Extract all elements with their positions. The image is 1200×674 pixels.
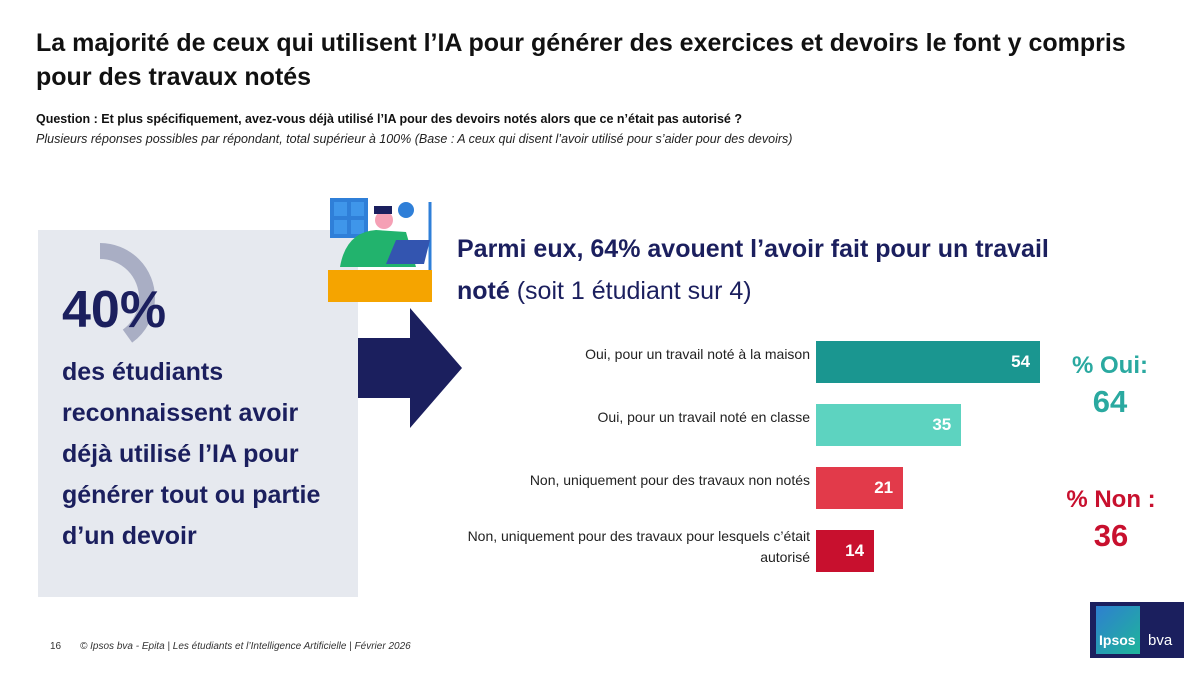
bar-value-label: 35 — [932, 415, 952, 434]
bar-label: Oui, pour un travail noté en classe — [597, 409, 810, 425]
bar-value-label: 54 — [1011, 352, 1031, 371]
question-text: Question : Et plus spécifiquement, avez-… — [36, 112, 742, 126]
non-label: % Non : — [1066, 486, 1156, 513]
student-laptop-illustration — [328, 198, 432, 302]
headline-bold: Parmi eux, 64% avouent l’avoir fait pour… — [457, 235, 1049, 305]
bar: 54 — [816, 341, 1041, 383]
oui-value: 64 — [1092, 384, 1128, 419]
chart-headline: Parmi eux, 64% avouent l’avoir fait pour… — [457, 228, 1057, 312]
base-note: Plusieurs réponses possibles par réponda… — [36, 132, 793, 146]
ipsos-bva-logo: Ipsos bva — [1090, 602, 1184, 658]
stat-panel — [38, 230, 358, 597]
ipsos-text: Ipsos — [1099, 632, 1136, 648]
oui-label: % Oui: — [1072, 352, 1148, 379]
footer-text: © Ipsos bva - Epita | Les étudiants et l… — [80, 641, 411, 652]
bar-label: Non, uniquement pour des travaux non not… — [529, 472, 810, 488]
bar: 35 — [816, 404, 962, 446]
page-number: 16 — [50, 641, 62, 652]
donut-gauge — [45, 243, 155, 353]
bar: 21 — [816, 467, 904, 509]
bar-value-label: 21 — [874, 478, 894, 497]
non-value: 36 — [1093, 518, 1129, 553]
oui-kpi: % Oui: 64 — [1060, 352, 1160, 420]
non-kpi: % Non : 36 — [1056, 486, 1166, 554]
stat-text: des étudiants reconnaissent avoir déjà u… — [62, 358, 321, 550]
donut-arc — [45, 243, 155, 353]
bar-label: Oui, pour un travail noté à la maison — [585, 346, 810, 362]
bar: 14 — [816, 530, 875, 572]
bar-value-label: 14 — [845, 541, 865, 560]
page-title: La majorité de ceux qui utilisent l’IA p… — [36, 29, 1126, 91]
stat-value: 40% — [62, 281, 167, 339]
bar-label: Non, uniquement pour des travaux pour le… — [467, 528, 810, 565]
bva-text: bva — [1148, 632, 1173, 649]
arrow-icon — [358, 308, 462, 428]
headline-rest: (soit 1 étudiant sur 4) — [509, 277, 752, 305]
